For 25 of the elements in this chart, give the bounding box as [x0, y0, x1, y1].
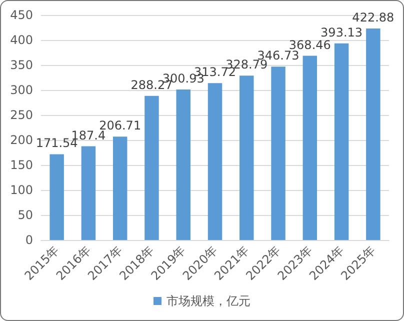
y-tick-label: 350: [10, 58, 33, 72]
bar: [334, 43, 349, 240]
y-tick-label: 150: [10, 158, 33, 172]
y-tick-label: 0: [25, 233, 33, 247]
bar: [81, 146, 96, 240]
legend-label: 市场规模，亿元: [166, 294, 250, 308]
bar: [240, 76, 254, 240]
y-tick-label: 50: [18, 208, 33, 222]
data-label: 422.88: [352, 10, 394, 25]
data-label: 368.46: [288, 38, 331, 52]
y-tick-label: 200: [10, 133, 33, 147]
data-label: 393.13: [320, 25, 363, 40]
y-tick-label: 250: [10, 108, 33, 122]
y-tick-label: 300: [10, 83, 33, 97]
bar: [50, 154, 64, 240]
bar: [208, 83, 222, 240]
bar: [302, 56, 318, 240]
bar: [366, 28, 380, 240]
bar: [112, 136, 128, 240]
y-tick-label: 450: [10, 8, 33, 22]
bar: [176, 90, 190, 240]
bar: [144, 96, 159, 240]
y-tick-label: 400: [10, 33, 33, 47]
y-tick-label: 100: [10, 183, 33, 197]
bar: [271, 66, 286, 240]
